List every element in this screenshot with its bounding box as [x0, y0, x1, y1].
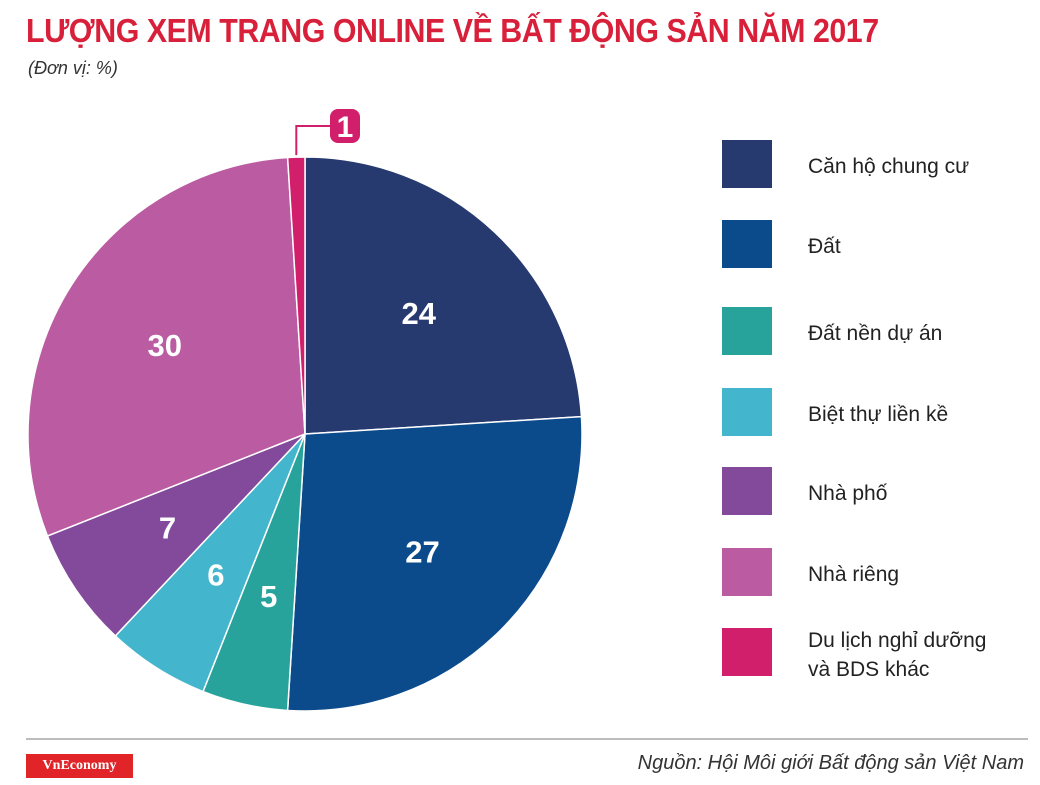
chart-title: LƯỢNG XEM TRANG ONLINE VỀ BẤT ĐỘNG SẢN N… — [26, 12, 879, 49]
slice-value-label-1: 27 — [405, 535, 439, 570]
legend-item: Nhà riêng — [722, 548, 1022, 596]
legend-label: Đất nền dự án — [808, 322, 943, 345]
vneconomy-logo: VnEconomy — [26, 754, 133, 778]
legend-swatch — [722, 548, 772, 596]
legend-label: Nhà phố — [808, 482, 888, 505]
legend-label: Nhà riêng — [808, 563, 900, 586]
legend-swatch — [722, 467, 772, 515]
legend-item: Biệt thự liền kề — [722, 388, 1022, 436]
legend-label: Du lịch nghỉ dưỡng và BDS khác — [808, 629, 987, 681]
legend-item: Đất — [722, 220, 1022, 268]
callout-leader-line — [295, 125, 330, 156]
legend-label: Căn hộ chung cư — [808, 155, 970, 178]
legend-swatch — [722, 140, 772, 188]
pie-slice-4 — [46, 433, 306, 637]
legend-swatch — [722, 388, 772, 436]
legend-swatch — [722, 220, 772, 268]
slice-value-label-2: 5 — [260, 579, 277, 614]
slice-value-label-6: 1 — [337, 111, 354, 144]
footer-divider — [26, 738, 1028, 740]
slice-value-label-3: 6 — [207, 557, 224, 592]
pie-slice-6 — [286, 156, 306, 435]
legend-item: Du lịch nghỉ dưỡng và BDS khác — [722, 628, 1022, 681]
unit-subtitle: (Đơn vị: %) — [28, 58, 118, 78]
slice-value-label-0: 24 — [402, 296, 437, 331]
slice-value-label-4: 7 — [159, 510, 176, 545]
callout-badge — [330, 109, 360, 143]
pie-slice-5 — [27, 156, 306, 537]
source-note: Nguồn: Hội Môi giới Bất động sản Việt Na… — [637, 752, 1024, 774]
legend-item: Đất nền dự án — [722, 307, 1022, 355]
legend-swatch — [722, 628, 772, 676]
pie-slice-1 — [286, 415, 583, 712]
legend-swatch — [722, 307, 772, 355]
legend-item: Nhà phố — [722, 467, 1022, 515]
slice-value-label-5: 30 — [147, 328, 181, 363]
legend-label: Biệt thự liền kề — [808, 403, 949, 426]
legend-item: Căn hộ chung cư — [722, 140, 1022, 188]
pie-slice-0 — [304, 156, 583, 435]
legend-label: Đất — [808, 235, 841, 258]
